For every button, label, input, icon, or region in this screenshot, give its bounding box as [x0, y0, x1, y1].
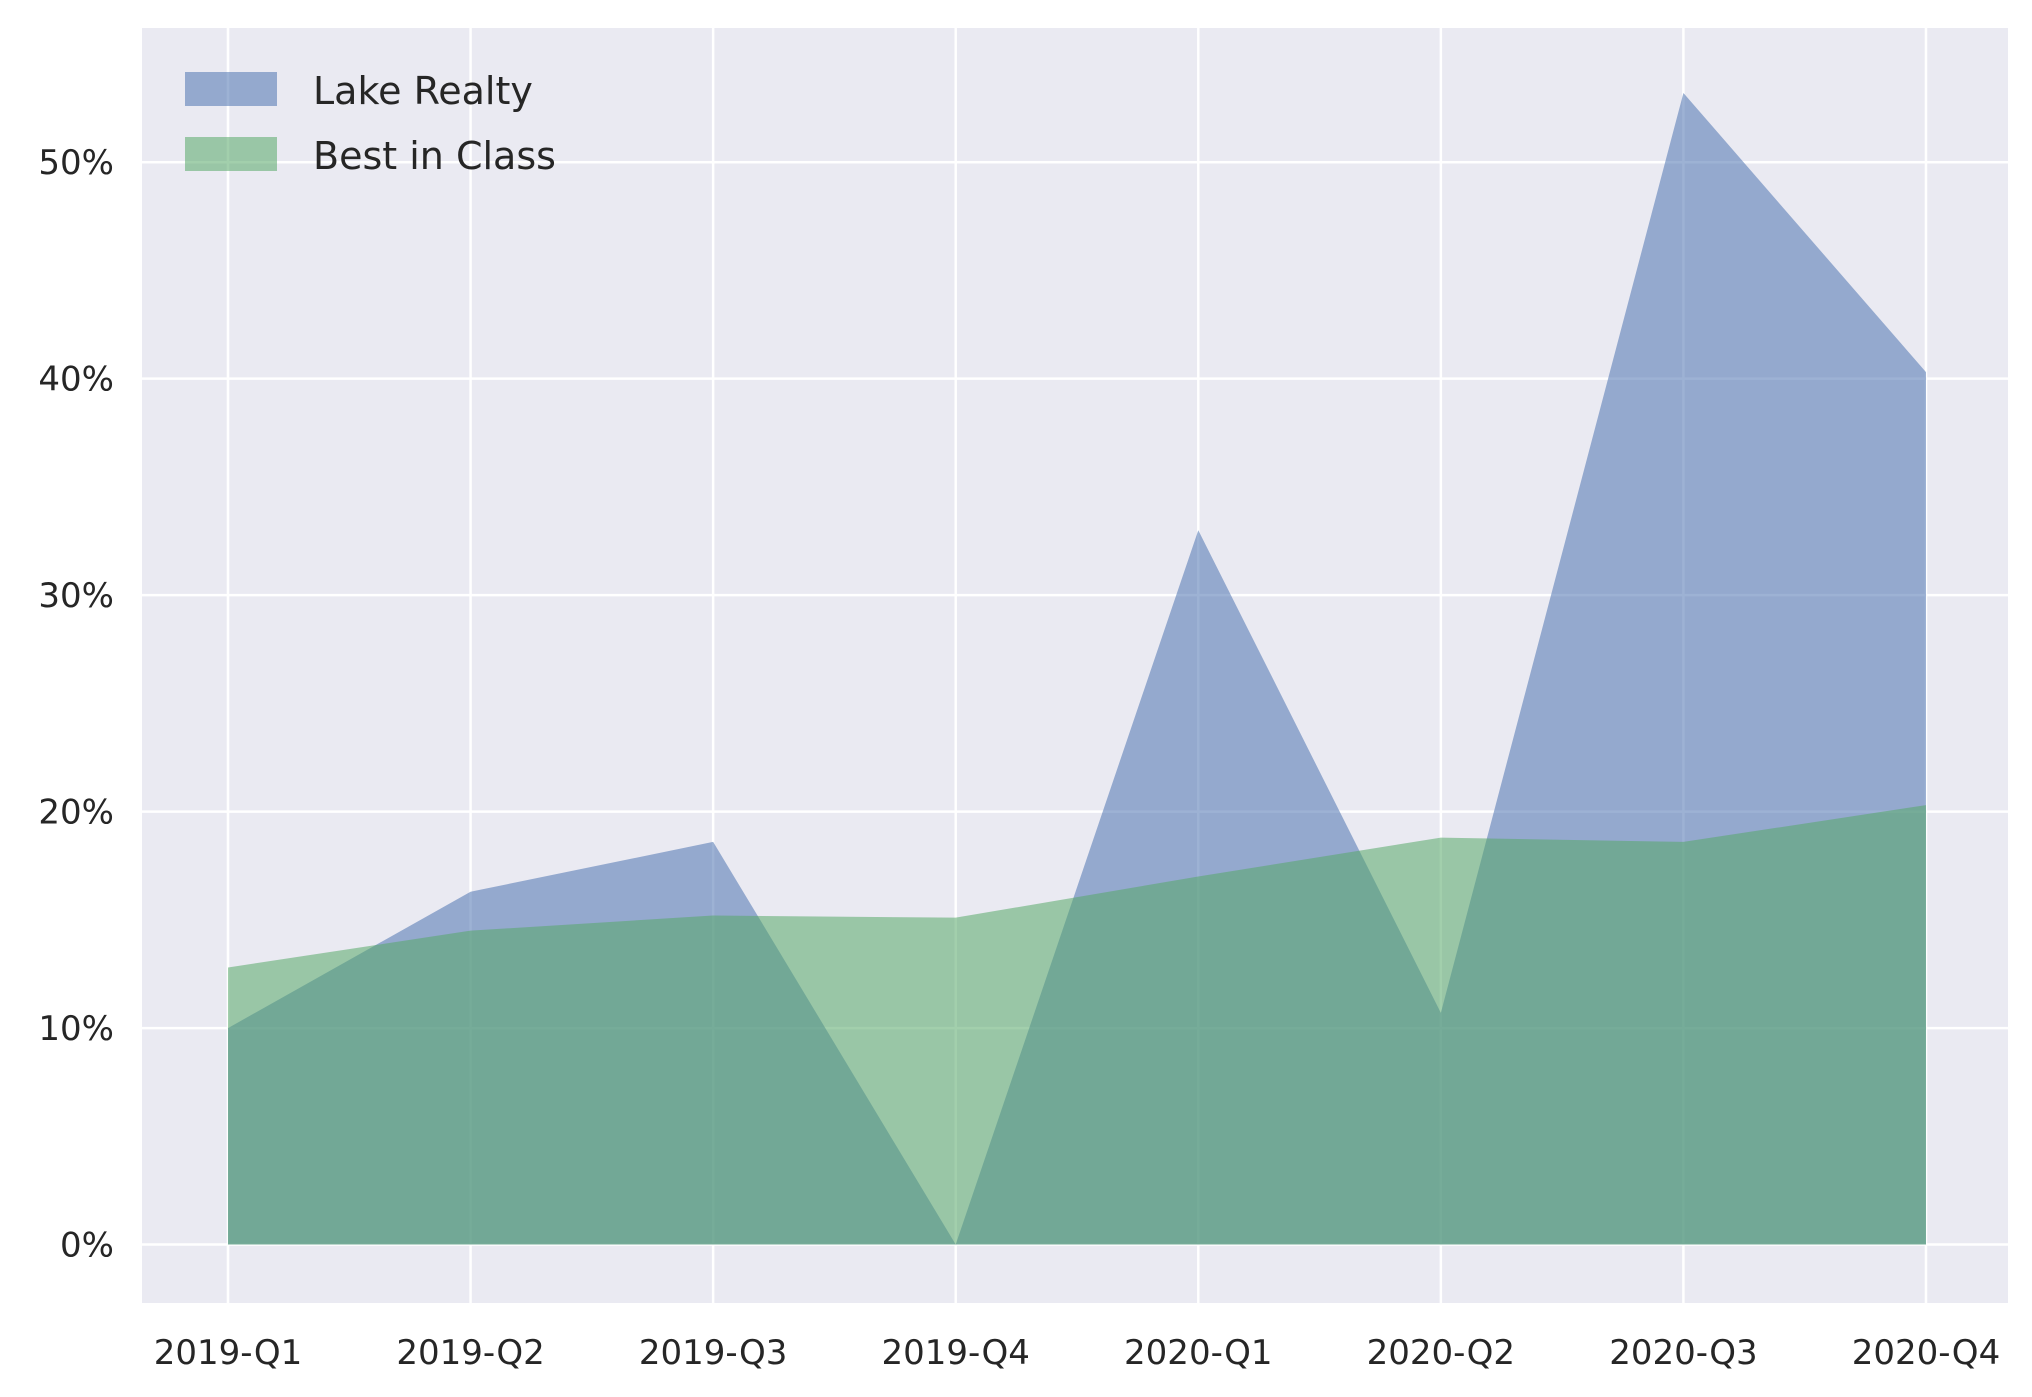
x-tick-label: 2019-Q4: [881, 1333, 1029, 1373]
y-tick-label: 20%: [38, 793, 114, 833]
y-tick-label: 30%: [38, 576, 114, 616]
legend-swatch-lake-realty: [185, 72, 277, 106]
x-tick-label: 2020-Q1: [1124, 1333, 1272, 1373]
y-tick-label: 10%: [38, 1009, 114, 1049]
y-tick-label: 40%: [38, 360, 114, 400]
x-axis: 2019-Q1 2019-Q2 2019-Q3 2019-Q4 2020-Q1 2020-…: [154, 1333, 2000, 1373]
x-tick-label: 2019-Q2: [396, 1333, 544, 1373]
legend-label-best-in-class: Best in Class: [313, 134, 556, 178]
y-tick-label: 50%: [38, 143, 114, 183]
legend: Lake Realty Best in Class: [185, 69, 556, 178]
x-tick-label: 2019-Q3: [639, 1333, 787, 1373]
x-tick-label: 2020-Q2: [1367, 1333, 1515, 1373]
x-tick-label: 2019-Q1: [154, 1333, 302, 1373]
area-best-in-class: [228, 805, 1926, 1245]
x-tick-label: 2020-Q4: [1852, 1333, 2000, 1373]
y-axis: 0% 10% 20% 30% 40% 50%: [38, 143, 114, 1265]
y-tick-label: 0%: [60, 1226, 114, 1266]
series-areas: [228, 92, 1926, 1245]
legend-label-lake-realty: Lake Realty: [313, 69, 533, 113]
x-tick-label: 2020-Q3: [1609, 1333, 1757, 1373]
legend-swatch-best-in-class: [185, 137, 277, 171]
